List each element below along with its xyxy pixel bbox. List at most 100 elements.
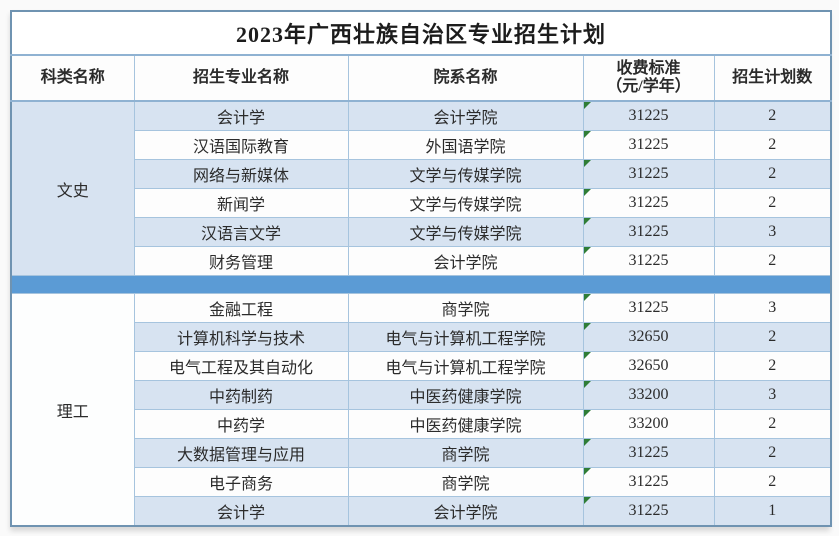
fee-value: 31225 (628, 194, 669, 211)
category-cell: 文史 (10, 100, 135, 276)
column-header-department: 院系名称 (347, 54, 584, 102)
excel-green-triangle-icon (584, 294, 591, 301)
department-cell: 商学院 (347, 293, 584, 323)
enrollment-plan-table: 2023年广西壮族自治区专业招生计划 科类名称 招生专业名称 院系名称 收费标准… (10, 10, 832, 527)
excel-green-triangle-icon (584, 131, 591, 138)
enrollment-plan-table-container: 2023年广西壮族自治区专业招生计划 科类名称 招生专业名称 院系名称 收费标准… (10, 10, 832, 527)
department-cell: 外国语学院 (347, 130, 584, 160)
major-cell: 金融工程 (133, 293, 349, 323)
department-cell: 电气与计算机工程学院 (347, 351, 584, 381)
fee-cell: 31225 (582, 217, 715, 247)
excel-green-triangle-icon (584, 323, 591, 330)
excel-green-triangle-icon (584, 352, 591, 359)
fee-cell: 31225 (582, 130, 715, 160)
fee-value: 31225 (628, 299, 669, 316)
fee-value: 32650 (628, 357, 669, 374)
major-cell: 汉语言文学 (133, 217, 349, 247)
fee-cell: 31225 (582, 159, 715, 189)
table-row: 网络与新媒体 文学与传媒学院 31225 2 (11, 159, 832, 189)
excel-green-triangle-icon (584, 102, 591, 109)
fee-value: 31225 (628, 502, 669, 519)
excel-green-triangle-icon (584, 189, 591, 196)
department-cell: 文学与传媒学院 (347, 159, 584, 189)
major-cell: 财务管理 (133, 246, 349, 276)
plan-count-cell: 2 (713, 409, 832, 439)
plan-count-cell: 2 (713, 246, 832, 276)
fee-value: 33200 (628, 415, 669, 432)
table-row: 新闻学 文学与传媒学院 31225 2 (11, 188, 832, 218)
department-cell: 商学院 (347, 467, 584, 497)
plan-count-cell: 2 (713, 322, 832, 352)
plan-count-cell: 2 (713, 130, 832, 160)
fee-value: 31225 (628, 107, 669, 124)
table-body: 文史 会计学 会计学院 31225 2 汉语国际教育 外国语学院 31225 2 网络与新媒体 文学… (10, 100, 832, 527)
fee-cell: 31225 (582, 100, 715, 131)
fee-cell: 31225 (582, 293, 715, 323)
department-cell: 中医药健康学院 (347, 380, 584, 410)
excel-green-triangle-icon (584, 381, 591, 388)
fee-value: 32650 (628, 328, 669, 345)
major-cell: 电气工程及其自动化 (133, 351, 349, 381)
fee-cell: 32650 (582, 322, 715, 352)
major-cell: 网络与新媒体 (133, 159, 349, 189)
column-header-major: 招生专业名称 (133, 54, 349, 102)
excel-green-triangle-icon (584, 410, 591, 417)
table-row: 会计学 会计学院 31225 1 (11, 496, 832, 527)
table-row: 中药制药 中医药健康学院 33200 3 (11, 380, 832, 410)
plan-count-cell: 3 (713, 380, 832, 410)
fee-value: 31225 (628, 223, 669, 240)
excel-green-triangle-icon (584, 218, 591, 225)
table-header-row: 科类名称 招生专业名称 院系名称 收费标准 （元/学年） 招生计划数 (10, 54, 832, 102)
department-cell: 商学院 (347, 438, 584, 468)
table-title-row: 2023年广西壮族自治区专业招生计划 (10, 10, 832, 56)
major-cell: 计算机科学与技术 (133, 322, 349, 352)
table-row: 计算机科学与技术 电气与计算机工程学院 32650 2 (11, 322, 832, 352)
excel-green-triangle-icon (584, 439, 591, 446)
fee-cell: 31225 (582, 496, 715, 527)
plan-count-cell: 2 (713, 351, 832, 381)
table-row: 电气工程及其自动化 电气与计算机工程学院 32650 2 (11, 351, 832, 381)
fee-value: 33200 (628, 386, 669, 403)
table-row: 电子商务 商学院 31225 2 (11, 467, 832, 497)
fee-cell: 33200 (582, 409, 715, 439)
major-cell: 汉语国际教育 (133, 130, 349, 160)
excel-green-triangle-icon (584, 468, 591, 475)
major-cell: 新闻学 (133, 188, 349, 218)
fee-cell: 33200 (582, 380, 715, 410)
major-cell: 中药制药 (133, 380, 349, 410)
department-cell: 会计学院 (347, 100, 584, 131)
fee-value: 31225 (628, 136, 669, 153)
plan-count-cell: 3 (713, 293, 832, 323)
department-cell: 会计学院 (347, 496, 584, 527)
excel-green-triangle-icon (584, 497, 591, 504)
table-row: 财务管理 会计学院 31225 2 (11, 246, 832, 276)
department-cell: 会计学院 (347, 246, 584, 276)
plan-count-cell: 2 (713, 188, 832, 218)
fee-value: 31225 (628, 165, 669, 182)
fee-value: 31225 (628, 473, 669, 490)
excel-green-triangle-icon (584, 160, 591, 167)
column-header-fee: 收费标准 （元/学年） (582, 54, 715, 102)
plan-count-cell: 3 (713, 217, 832, 247)
fee-cell: 31225 (582, 188, 715, 218)
fee-cell: 31225 (582, 438, 715, 468)
category-cell: 理工 (10, 293, 135, 527)
department-cell: 电气与计算机工程学院 (347, 322, 584, 352)
column-header-plan: 招生计划数 (713, 54, 832, 102)
major-cell: 会计学 (133, 100, 349, 131)
major-cell: 电子商务 (133, 467, 349, 497)
column-header-category: 科类名称 (10, 54, 135, 102)
section-separator-band (10, 275, 832, 294)
major-cell: 大数据管理与应用 (133, 438, 349, 468)
table-row: 大数据管理与应用 商学院 31225 2 (11, 438, 832, 468)
plan-count-cell: 2 (713, 159, 832, 189)
table-row: 汉语言文学 文学与传媒学院 31225 3 (11, 217, 832, 247)
plan-count-cell: 2 (713, 438, 832, 468)
fee-value: 31225 (628, 252, 669, 269)
fee-value: 31225 (628, 444, 669, 461)
fee-cell: 32650 (582, 351, 715, 381)
fee-cell: 31225 (582, 467, 715, 497)
fee-cell: 31225 (582, 246, 715, 276)
table-row: 汉语国际教育 外国语学院 31225 2 (11, 130, 832, 160)
major-cell: 中药学 (133, 409, 349, 439)
